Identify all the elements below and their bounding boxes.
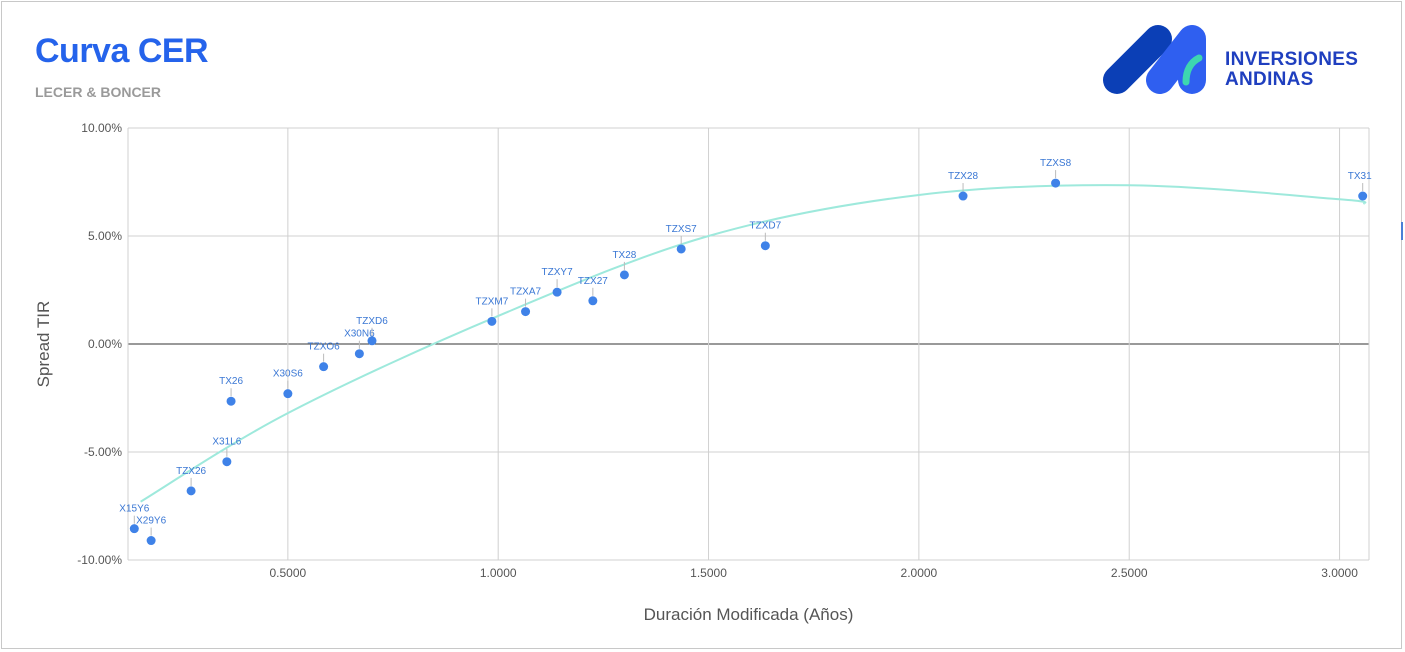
y-tick-label: -5.00% xyxy=(84,445,122,459)
data-point-label: X15Y6 xyxy=(119,504,149,515)
x-tick-label: 0.5000 xyxy=(270,566,307,580)
x-tick-label: 3.0000 xyxy=(1321,566,1358,580)
data-point xyxy=(367,336,377,346)
data-point xyxy=(319,362,329,372)
chart-subtitle: LECER & BONCER xyxy=(35,84,162,100)
data-point-label: TX28 xyxy=(612,250,636,261)
data-point xyxy=(676,244,686,254)
inversiones-andinas-logo xyxy=(1100,24,1380,96)
data-point-label: TZX27 xyxy=(578,276,608,287)
chart-title: Curva CER xyxy=(35,32,209,70)
data-point xyxy=(226,396,236,406)
logo-stroke-green xyxy=(1182,54,1203,86)
data-point xyxy=(129,524,139,534)
data-point xyxy=(760,241,770,251)
data-point-label: TZXY7 xyxy=(542,267,574,278)
y-tick-label: 10.00% xyxy=(81,121,122,135)
x-tick-label: 1.5000 xyxy=(690,566,727,580)
data-point-label: X31L6 xyxy=(212,437,241,448)
data-point xyxy=(619,270,629,280)
data-point-label: X30N6 xyxy=(344,329,375,340)
data-point-label: TZXM7 xyxy=(475,296,508,307)
y-axis-title: Spread TIR xyxy=(34,301,53,388)
data-point xyxy=(487,316,497,326)
data-point xyxy=(146,536,156,546)
data-point-label: TZXD6 xyxy=(356,316,388,327)
data-point xyxy=(222,457,232,467)
logo-text-line2: ANDINAS xyxy=(1225,69,1314,90)
data-point xyxy=(521,307,531,317)
logo-mark-icon xyxy=(1103,25,1206,94)
data-point-label: TZXD7 xyxy=(749,221,781,232)
data-point xyxy=(958,191,968,201)
x-axis-title: Duración Modificada (Años) xyxy=(644,605,854,624)
logo-text-line1: INVERSIONES xyxy=(1225,49,1359,70)
data-point xyxy=(1358,191,1368,201)
y-tick-label: -10.00% xyxy=(77,553,122,567)
data-point-label: TX31 xyxy=(1348,171,1372,182)
data-point xyxy=(552,287,562,297)
scroll-edge-marker xyxy=(1401,222,1405,240)
data-point xyxy=(283,389,293,399)
data-point-label: X29Y6 xyxy=(136,516,166,527)
logo-stroke-dark xyxy=(1103,25,1172,94)
data-point xyxy=(354,349,364,359)
trendline xyxy=(140,184,1367,503)
data-point xyxy=(186,486,196,496)
data-point-label: TZX28 xyxy=(948,171,978,182)
data-point-label: TZXS7 xyxy=(666,224,698,235)
y-tick-label: 0.00% xyxy=(88,337,122,351)
data-point-label: TZXO6 xyxy=(307,342,340,353)
data-point-label: X30S6 xyxy=(273,369,303,380)
data-point-label: TZXA7 xyxy=(510,287,542,298)
data-point xyxy=(1051,178,1061,188)
x-tick-label: 2.0000 xyxy=(901,566,938,580)
data-point-label: TZX26 xyxy=(176,466,206,477)
x-tick-label: 2.5000 xyxy=(1111,566,1148,580)
data-point xyxy=(588,296,598,306)
x-tick-label: 1.0000 xyxy=(480,566,517,580)
y-tick-label: 5.00% xyxy=(88,229,122,243)
data-point-label: TZXS8 xyxy=(1040,158,1072,169)
data-point-label: TX26 xyxy=(219,376,243,387)
